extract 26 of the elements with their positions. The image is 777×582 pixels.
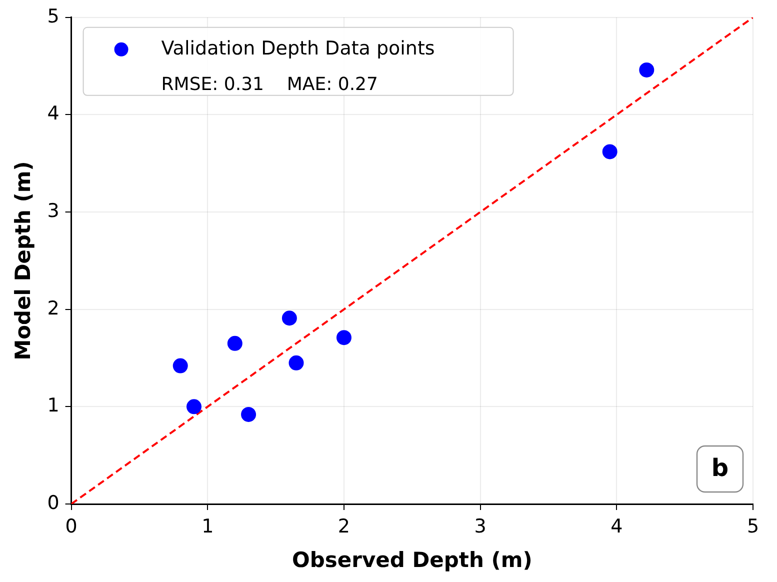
point: [639, 62, 654, 78]
point: [186, 399, 202, 414]
y-axis-title: Model Depth (m): [11, 161, 36, 360]
point: [288, 355, 304, 370]
x-axis-title: Observed Depth (m): [292, 548, 532, 572]
annotation: b: [711, 454, 729, 482]
point: [282, 310, 297, 326]
x-tick-label: 0: [65, 515, 78, 538]
point: [227, 336, 242, 351]
y-tick-label: 0: [47, 492, 60, 514]
point: [336, 330, 352, 346]
point: [172, 358, 188, 374]
x-tick-label: 2: [338, 515, 350, 538]
annotation: RMSE: 0.31 MAE: 0.27: [161, 74, 378, 96]
point: [602, 144, 618, 160]
y-tick-label: 2: [47, 297, 60, 320]
y-tick-label: 3: [47, 200, 60, 222]
y-tick-label: 5: [47, 5, 60, 28]
y-tick-label: 4: [47, 102, 60, 125]
x-tick-label: 4: [610, 515, 623, 538]
y-tick-label: 1: [47, 394, 60, 417]
x-tick-label: 3: [474, 515, 486, 538]
x-tick-label: 1: [202, 515, 214, 538]
legend-label: Validation Depth Data points: [161, 37, 435, 60]
point: [241, 406, 256, 422]
x-tick-label: 5: [746, 515, 760, 538]
